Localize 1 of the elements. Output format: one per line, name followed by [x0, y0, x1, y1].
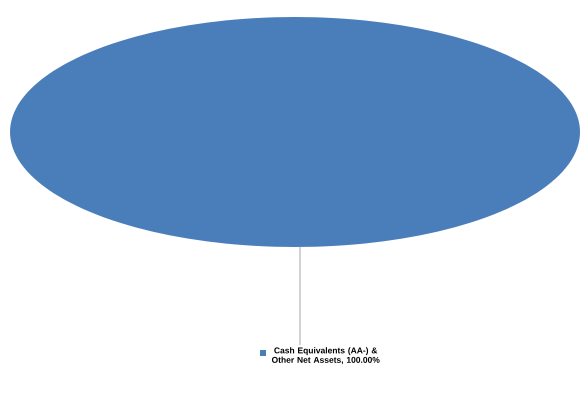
legend-label: Cash Equivalents (AA-) & Other Net Assets, 100.00% [272, 347, 380, 364]
